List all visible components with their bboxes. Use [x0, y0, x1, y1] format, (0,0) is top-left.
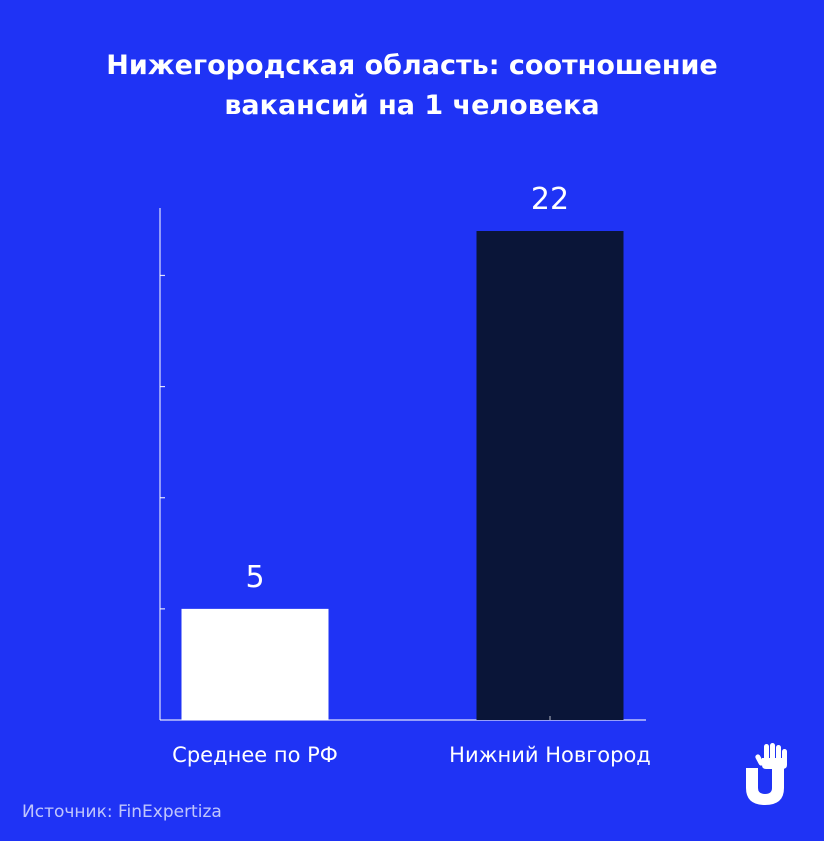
- data-label-0: 5: [245, 560, 264, 595]
- bar-0: [181, 608, 329, 720]
- chart-title-line-2: вакансий на 1 человека: [224, 90, 600, 121]
- category-label-1: Нижний Новгород: [449, 743, 651, 767]
- chart-title-line-1: Нижегородская область: соотношение: [106, 50, 718, 81]
- source-note: Источник: FinExpertiza: [22, 802, 222, 822]
- hand-u-logo-icon: [746, 743, 787, 805]
- category-label-0: Среднее по РФ: [172, 743, 338, 767]
- data-label-1: 22: [531, 182, 569, 217]
- chart-title: Нижегородская область: соотношение вакан…: [0, 46, 824, 126]
- bar-1: [476, 231, 624, 720]
